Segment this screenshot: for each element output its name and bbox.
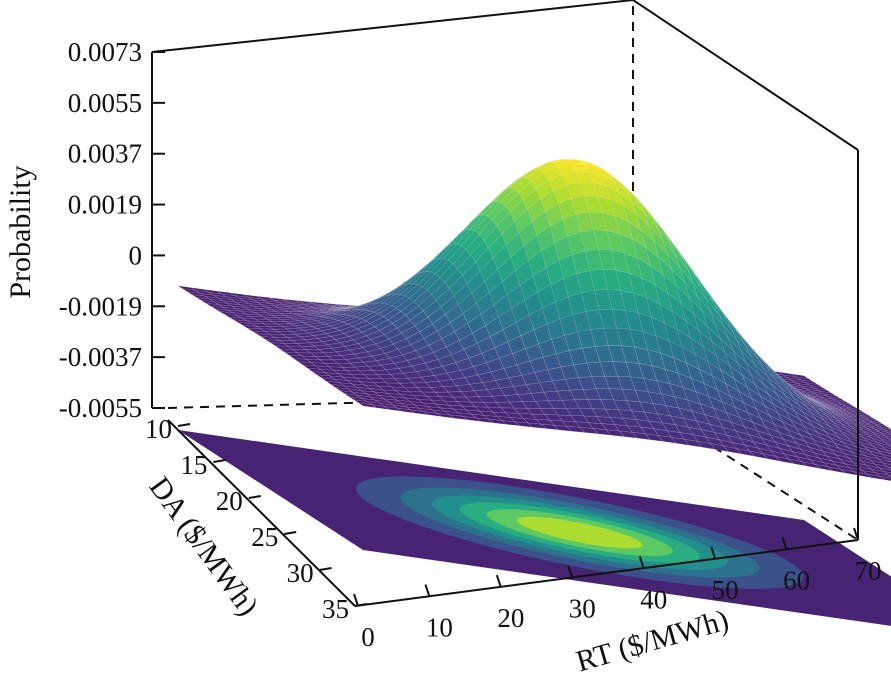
- z-tick-label: 0.0055: [68, 88, 142, 118]
- x-tick: [781, 537, 788, 550]
- surface-facet: [566, 426, 586, 433]
- z-tick-label: 0.0037: [68, 139, 142, 169]
- contour-level: [516, 516, 643, 549]
- surface-facet: [878, 426, 891, 432]
- surface-facet: [800, 461, 821, 469]
- y-axis-line: [167, 419, 356, 607]
- z-tick-label: -0.0055: [59, 393, 142, 423]
- surface-facet: [887, 432, 891, 436]
- surface-facet: [881, 445, 891, 452]
- y-tick: [248, 495, 261, 499]
- surface-facet: [657, 435, 677, 444]
- surface-facet: [884, 435, 891, 440]
- surface-facet: [873, 454, 891, 463]
- surface-facet: [384, 406, 403, 412]
- x-tick: [495, 574, 502, 588]
- x-tick-label: 60: [783, 565, 810, 595]
- x-tick-label: 70: [855, 556, 882, 586]
- surface-facet: [878, 458, 891, 466]
- surface-facet: [875, 472, 891, 479]
- x-tick-label: 10: [426, 613, 453, 643]
- surface-facet: [880, 438, 891, 445]
- x-tick: [353, 593, 359, 607]
- surface-facet: [874, 423, 891, 430]
- surface-facet: [735, 448, 756, 457]
- surface-facet: [592, 428, 612, 436]
- z-axis-title: Probability: [4, 165, 37, 298]
- surface-facet: [487, 418, 508, 425]
- surface-facet: [879, 431, 891, 438]
- surface-facet: [644, 433, 664, 442]
- probability-surface: [177, 158, 891, 482]
- y-tick: [213, 459, 226, 463]
- surface-facet: [358, 402, 377, 408]
- z-tick-label: -0.0019: [59, 291, 142, 321]
- x-tick: [710, 546, 717, 560]
- surface-facet: [722, 445, 742, 455]
- surface-facet: [877, 449, 891, 457]
- surface-facet: [813, 463, 834, 472]
- y-axis-title: DA ($/MWh): [143, 471, 265, 622]
- top-back-edge-right: [632, 0, 859, 151]
- x-tick-label: 30: [569, 594, 596, 624]
- z-tick-label: -0.0037: [59, 342, 142, 372]
- surface-facet: [875, 434, 891, 442]
- surface-facet: [866, 473, 885, 481]
- y-tick-label: 35: [322, 594, 349, 624]
- front-frame: [151, 0, 859, 607]
- back-floor-edge-right: [632, 394, 859, 541]
- surface-facet: [883, 471, 891, 476]
- surface-facet: [696, 440, 716, 450]
- x-axis-line: [354, 539, 859, 607]
- surface-facet: [874, 428, 891, 436]
- surface-facet: [787, 458, 808, 467]
- surface-facet: [826, 466, 847, 474]
- surface-facet: [631, 432, 651, 441]
- z-tick-label: 0: [129, 240, 143, 270]
- surface-facet: [514, 421, 534, 428]
- y-tick-label: 20: [216, 486, 243, 516]
- axis-ticks: 0.0073 0.0055 0.0037 0.0019 0 -0.0019 -0.0037 -…: [59, 37, 882, 652]
- contour-projection: [178, 430, 891, 626]
- y-tick-label: 30: [287, 558, 314, 588]
- x-axis-title: RT ($/MWh): [572, 603, 732, 678]
- y-tick: [319, 567, 332, 571]
- y-tick-label: 10: [145, 414, 172, 444]
- surface-facet: [371, 404, 390, 410]
- x-tick-label: 40: [640, 584, 667, 614]
- x-tick-label: 20: [497, 603, 524, 633]
- x-tick-label: 50: [712, 575, 739, 605]
- top-back-edge-left: [151, 0, 634, 53]
- surface-facet: [410, 409, 429, 416]
- y-tick: [177, 423, 191, 427]
- x-tick: [567, 565, 574, 579]
- x-tick: [638, 555, 645, 569]
- x-tick: [853, 527, 859, 541]
- surface-facet: [579, 427, 599, 435]
- surface-facet: [879, 476, 891, 482]
- surface-facet: [397, 407, 416, 414]
- y-tick: [284, 531, 297, 535]
- surface-facet: [888, 474, 891, 478]
- z-tick-label: 0.0019: [68, 190, 142, 220]
- surface-facet: [748, 450, 769, 460]
- surface-facet: [436, 413, 455, 419]
- surface-facet: [605, 429, 625, 437]
- surface-facet: [888, 438, 891, 441]
- y-tick-label: 25: [251, 522, 278, 552]
- x-tick-label: 0: [361, 622, 375, 652]
- z-tick-label: 0.0073: [68, 37, 142, 67]
- x-tick: [424, 584, 431, 597]
- y-tick-label: 15: [180, 450, 207, 480]
- surface-facet: [884, 442, 891, 447]
- surface-facet: [874, 463, 891, 471]
- surface-facet: [886, 457, 891, 463]
